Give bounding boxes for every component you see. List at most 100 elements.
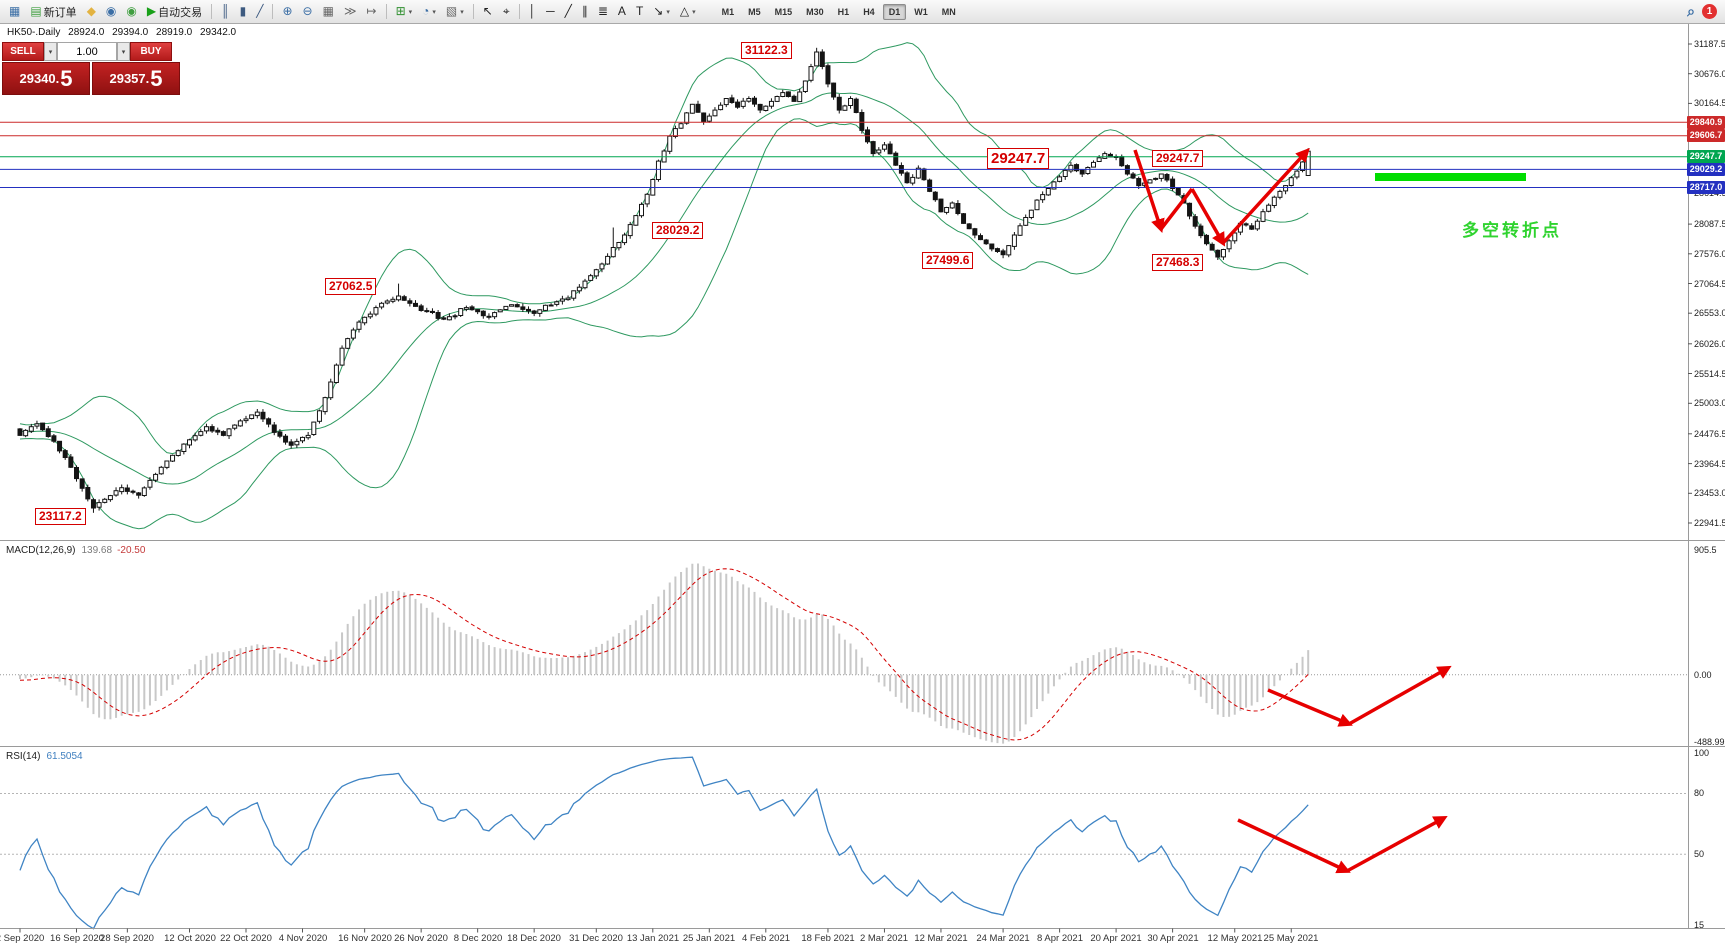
timeframe-m30[interactable]: M30 (806, 6, 824, 17)
date-axis-label: 28 Sep 2020 (100, 933, 154, 944)
refresh-icon: ◉ (126, 4, 137, 18)
support-highlight-bar[interactable] (1375, 173, 1526, 181)
market-watch-icon[interactable]: ◉ (102, 2, 120, 21)
chart-shift-icon[interactable]: ↦ (363, 2, 381, 21)
periods-icon[interactable]: ◔ ▾ (418, 2, 440, 21)
indicators-icon[interactable]: ⊞ ▾ (392, 2, 417, 21)
price-callout[interactable]: 28029.2 (652, 222, 704, 239)
vertical-line-icon[interactable]: │ (525, 2, 541, 21)
tile-windows-icon[interactable]: ▦ (319, 2, 338, 21)
candlestick-icon[interactable]: ▮ (236, 2, 251, 21)
text-icon[interactable]: A (614, 2, 630, 21)
trend-arrows[interactable] (1133, 147, 1452, 874)
metaeditor-icon: ◆ (86, 4, 96, 18)
crosshair-icon: ⌖ (502, 4, 510, 18)
price-axis-label: 23964.5 (1694, 459, 1725, 469)
buy-price-button[interactable]: 29357. 5 (92, 62, 180, 95)
refresh-icon[interactable]: ◉ (122, 2, 140, 21)
line-chart-icon[interactable]: ╱ (252, 2, 267, 21)
buy-price-big-digit: 5 (150, 65, 163, 91)
periods-icon: ◔ (422, 4, 430, 18)
timeframe-h1[interactable]: H1 (837, 6, 850, 17)
price-level-marker: 29606.7 (1687, 129, 1725, 142)
ohlc-high: 29394.0 (112, 27, 149, 38)
chevron-down-icon: ▾ (408, 8, 413, 16)
search-icon[interactable]: ⌕ (1687, 3, 1695, 19)
shapes-icon[interactable]: △ ▾ (676, 2, 700, 21)
text-label-icon[interactable]: T (632, 2, 647, 21)
new-order-button[interactable]: ▤ 新订单 (26, 2, 80, 22)
zoom-in-icon: ⊕ (282, 4, 293, 18)
price-axis-label: 25514.5 (1694, 369, 1725, 379)
date-axis-label: 12 May 2021 (1207, 933, 1263, 944)
volume-input[interactable] (57, 42, 117, 61)
sell-price-big-digit: 5 (60, 65, 73, 91)
price-axis-label: 23453.0 (1694, 488, 1725, 498)
zoom-out-icon[interactable]: ⊖ (299, 2, 317, 21)
macd-signal-value: -20.50 (117, 545, 146, 556)
timeframe-m5[interactable]: M5 (748, 6, 761, 17)
date-axis-label: 8 Dec 2020 (453, 933, 503, 944)
horizontal-level-lines[interactable] (0, 121, 1688, 188)
one-click-trading-panel: SELL ▾ ▾ BUY 29340.5 29357.5 (2, 42, 180, 95)
new-order-icon: ▤ (30, 4, 42, 18)
macd-main-value: 139.68 (81, 545, 113, 556)
chevron-down-icon: ▾ (460, 8, 464, 16)
rsi-axis-label: 50 (1694, 849, 1705, 859)
timeframe-m1[interactable]: M1 (721, 6, 735, 17)
buy-button[interactable]: BUY (130, 42, 172, 61)
timeframe-toolbar: M1 M5 M15 M30 H1 H4 D1 W1 MN (715, 3, 963, 20)
timeframe-mn[interactable]: MN (941, 6, 956, 17)
chevron-down-icon: ▾ (666, 8, 670, 16)
timeframe-w1[interactable]: W1 (914, 6, 928, 17)
cursor-icon[interactable]: ↖ (479, 2, 497, 21)
chevron-down-icon: ▾ (692, 8, 696, 16)
timeframe-m15[interactable]: M15 (774, 6, 793, 17)
auto-scroll-icon[interactable]: ≫ (340, 2, 361, 21)
autotrading-icon: ▶ (146, 4, 157, 18)
price-callout[interactable]: 23117.2 (35, 508, 86, 525)
zoom-in-icon[interactable]: ⊕ (278, 2, 296, 21)
toolbar-left-group: ▦ ▤ 新订单 ◆ ◉ ◉ ▶ 自动交易 ║ ▮ ╱ ⊕ ⊖ ▦ ≫ ↦ ⊞ ▾ ◔ ▾ ▧ ▾ ↖ ⌖ │ ─ ╱ ∥ ≣ A T ↘ ▾ △ ▾ (4, 2, 701, 22)
fibonacci-icon[interactable]: ≣ (594, 2, 612, 21)
price-axis-label: 22941.5 (1694, 518, 1725, 528)
price-callout[interactable]: 27062.5 (325, 278, 377, 295)
price-callout[interactable]: 27499.6 (922, 252, 974, 269)
templates-icon[interactable]: ▧ ▾ (442, 2, 468, 21)
date-axis-label: 16 Nov 2020 (338, 933, 392, 944)
trendline-icon: ╱ (564, 4, 572, 18)
channel-icon: ∥ (581, 4, 588, 18)
price-callout[interactable]: 29247.7 (987, 148, 1050, 169)
notification-badge[interactable]: 1 (1702, 4, 1717, 19)
charts-grid-icon[interactable]: ▦ (5, 2, 24, 21)
price-callout[interactable]: 27468.3 (1152, 254, 1204, 271)
autotrading-button[interactable]: ▶ 自动交易 (143, 2, 206, 22)
price-callout[interactable]: 29247.7 (1152, 150, 1204, 167)
date-axis-label: 25 May 2021 (1263, 933, 1319, 944)
main-toolbar: ▦ ▤ 新订单 ◆ ◉ ◉ ▶ 自动交易 ║ ▮ ╱ ⊕ ⊖ ▦ ≫ ↦ ⊞ ▾ ◔ ▾ ▧ ▾ ↖ ⌖ │ ─ ╱ ∥ ≣ A T ↘ ▾ △ ▾… (0, 0, 1725, 24)
volume-increase-button[interactable]: ▾ (117, 42, 130, 61)
channel-icon[interactable]: ∥ (578, 2, 592, 21)
macd-indicator-label: MACD(12,26,9) 139.68 -20.50 (6, 545, 145, 556)
chart-symbol-ohlc: HK50-.Daily 28924.0 29394.0 28919.0 2934… (7, 27, 241, 38)
volume-decrease-button[interactable]: ▾ (44, 42, 57, 61)
price-callout[interactable]: 31122.3 (741, 42, 792, 59)
tile-windows-icon: ▦ (322, 4, 334, 18)
sell-button[interactable]: SELL (2, 42, 44, 61)
new-order-button-label: 新订单 (43, 6, 77, 19)
timeframe-h4[interactable]: H4 (863, 6, 875, 17)
sell-price-button[interactable]: 29340. 5 (2, 62, 90, 95)
metaeditor-icon[interactable]: ◆ (83, 2, 100, 21)
crosshair-icon[interactable]: ⌖ (499, 2, 514, 21)
trendline-icon[interactable]: ╱ (561, 2, 576, 21)
timeframe-d1[interactable]: D1 (882, 3, 907, 20)
date-axis-label: 8 Apr 2021 (1037, 933, 1083, 944)
price-axis-label: 31187.5 (1694, 39, 1725, 49)
arrows-tool-icon[interactable]: ↘ ▾ (649, 2, 674, 21)
horizontal-line-icon[interactable]: ─ (542, 2, 559, 21)
date-axis-label: 4 Feb 2021 (741, 933, 791, 944)
ohlc-bars-icon[interactable]: ║ (217, 2, 234, 21)
price-level-marker: 29247.7 (1687, 150, 1725, 163)
bull-bear-turning-point-annotation[interactable]: 多空转折点 (1462, 221, 1562, 240)
rsi-axis-label: 15 (1694, 920, 1705, 930)
